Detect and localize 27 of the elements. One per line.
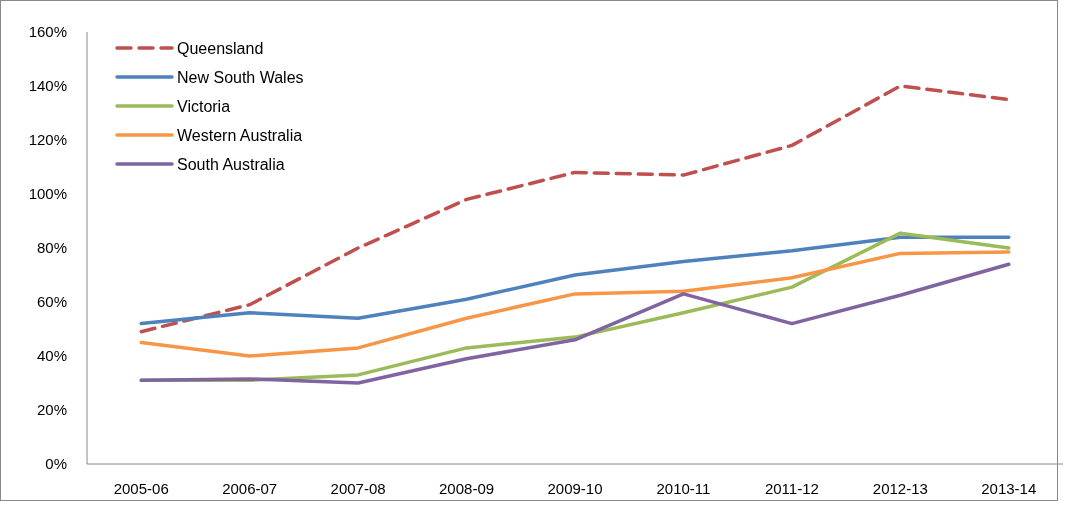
x-tick-label: 2006-07 bbox=[222, 480, 278, 497]
x-tick-label: 2005-06 bbox=[113, 480, 169, 497]
x-tick-label: 2009-10 bbox=[547, 480, 603, 497]
line-series bbox=[139, 235, 1011, 326]
legend-label: New South Wales bbox=[177, 68, 304, 86]
y-tick-label: 80% bbox=[36, 239, 67, 257]
legend-label: Victoria bbox=[177, 97, 231, 115]
y-tick-label: 0% bbox=[45, 455, 67, 473]
y-tick-label: 60% bbox=[36, 293, 67, 311]
x-tick-label: 2013-14 bbox=[981, 480, 1037, 497]
y-tick-label: 120% bbox=[28, 131, 67, 149]
legend-label: South Australia bbox=[177, 155, 285, 173]
legend-label: Queensland bbox=[177, 39, 264, 57]
y-tick-label: 40% bbox=[36, 347, 67, 365]
x-tick-label: 2010-11 bbox=[656, 480, 711, 497]
x-tick-label: 2011-12 bbox=[764, 480, 819, 497]
x-tick-label: 2008-09 bbox=[439, 480, 495, 497]
line-series bbox=[139, 262, 1011, 385]
line-series bbox=[139, 250, 1011, 358]
x-tick-label: 2012-13 bbox=[872, 480, 928, 497]
line-series bbox=[139, 84, 1011, 334]
y-tick-label: 100% bbox=[28, 185, 67, 203]
y-tick-label: 140% bbox=[28, 77, 67, 95]
y-tick-label: 20% bbox=[36, 401, 67, 419]
x-tick-label: 2007-08 bbox=[330, 480, 386, 497]
y-tick-label: 160% bbox=[28, 23, 67, 41]
legend-label: Western Australia bbox=[177, 126, 303, 144]
